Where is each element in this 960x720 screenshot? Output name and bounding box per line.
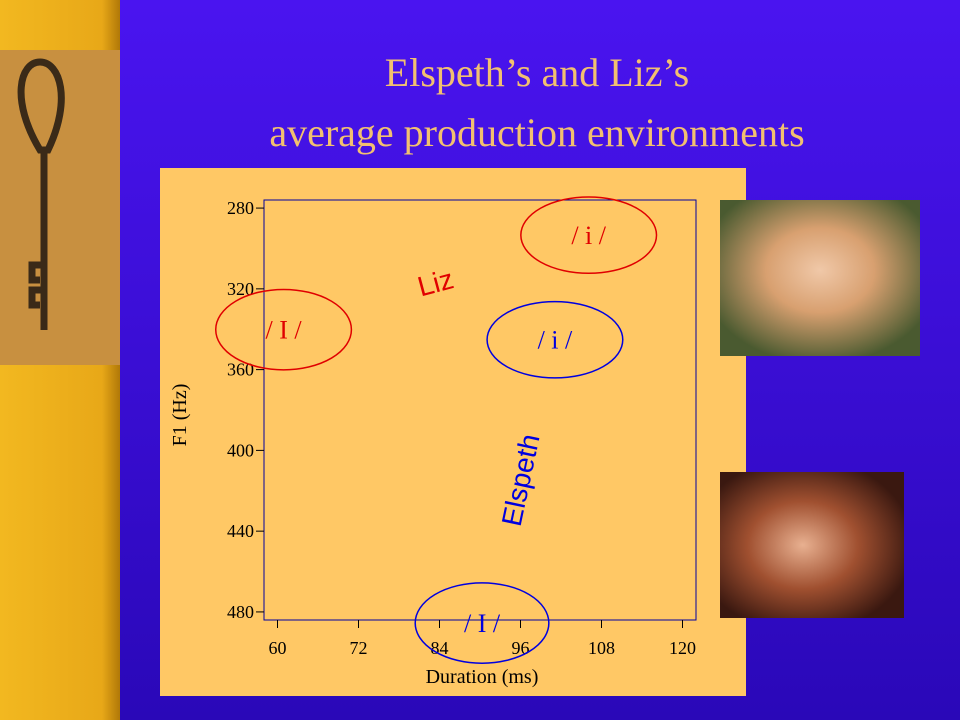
y-tick-label: 440: [227, 521, 254, 541]
x-axis-label: Duration (ms): [426, 666, 539, 688]
y-tick-label: 360: [227, 360, 254, 380]
x-tick-label: 72: [350, 638, 368, 658]
slide-title: average production environments: [269, 110, 804, 155]
ellipse: [214, 288, 353, 371]
chart-panel: [160, 168, 746, 696]
y-tick-label: 400: [227, 440, 254, 460]
ellipse: [520, 196, 658, 275]
vowel-label: / i /: [571, 221, 606, 250]
x-tick-label: 96: [512, 638, 530, 658]
photo-elspeth: [720, 472, 904, 618]
plot-frame: [263, 199, 697, 621]
y-tick-label: 480: [227, 602, 254, 622]
slide-title: Elspeth’s and Liz’s: [385, 50, 689, 95]
key-icon: [17, 58, 65, 330]
y-axis-label: F1 (Hz): [169, 384, 191, 447]
ellipse: [414, 582, 550, 664]
y-tick-label: 280: [227, 198, 254, 218]
x-tick-label: 60: [269, 638, 287, 658]
ellipse: [486, 300, 624, 379]
x-tick-label: 120: [669, 638, 696, 658]
vowel-label: / i /: [538, 326, 573, 355]
vowel-label: / I /: [464, 609, 501, 638]
y-tick-label: 320: [227, 279, 254, 299]
photo-liz: [720, 200, 920, 356]
vowel-label: / I /: [266, 316, 303, 345]
x-tick-label: 84: [431, 638, 449, 658]
x-tick-label: 108: [588, 638, 615, 658]
